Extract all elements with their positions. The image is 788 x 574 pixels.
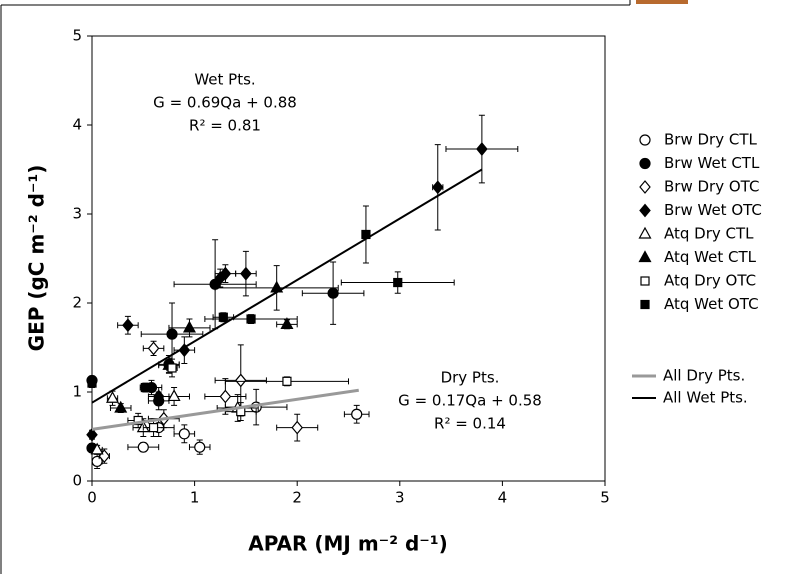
marker	[393, 277, 403, 288]
legend-marker	[638, 226, 652, 239]
corner-patch	[636, 0, 688, 4]
y-tick-label: 0	[72, 472, 82, 490]
legend-label: All Dry Pts.	[663, 367, 745, 385]
marker	[194, 441, 206, 453]
legend-label: Brw Wet CTL	[664, 154, 760, 172]
marker	[137, 441, 149, 453]
marker	[431, 180, 444, 195]
x-tick-label: 3	[395, 489, 405, 507]
annotation: Dry Pts.	[441, 369, 500, 387]
marker	[87, 378, 97, 388]
legend-marker	[639, 180, 651, 194]
annotation: Wet Pts.	[194, 71, 255, 89]
legend-label: Brw Dry OTC	[664, 178, 759, 196]
marker	[182, 320, 196, 333]
legend-marker	[640, 276, 650, 286]
marker	[351, 408, 363, 420]
marker	[122, 318, 134, 333]
marker	[327, 287, 339, 299]
y-tick-label: 3	[72, 205, 82, 223]
marker	[214, 271, 227, 286]
x-tick-label: 5	[600, 489, 610, 507]
x-axis-label: APAR (MJ m⁻² d⁻¹)	[248, 532, 447, 556]
marker	[291, 420, 303, 435]
annotation: G = 0.69Qa + 0.88	[153, 94, 297, 112]
annotation: G = 0.17Qa + 0.58	[398, 392, 542, 410]
marker	[240, 266, 252, 281]
y-axis-label: GEP (gC m⁻² d⁻¹)	[25, 165, 49, 352]
marker	[219, 389, 232, 404]
legend-label: Atq Dry CTL	[664, 225, 754, 243]
marker	[133, 415, 143, 426]
marker	[166, 328, 178, 340]
plot-area	[91, 35, 606, 482]
regression-line	[91, 168, 483, 404]
marker	[147, 341, 160, 356]
marker	[114, 400, 128, 413]
legend-label: Brw Dry CTL	[664, 131, 757, 149]
annotation: R² = 0.81	[189, 117, 261, 135]
marker	[282, 376, 292, 386]
x-tick-label: 0	[87, 489, 97, 507]
legend-marker	[638, 250, 652, 263]
marker	[178, 428, 190, 440]
marker	[167, 363, 177, 373]
y-tick-label: 5	[72, 27, 82, 45]
legend-label: All Wet Pts.	[663, 389, 748, 407]
legend-label: Atq Wet CTL	[664, 248, 757, 266]
marker	[148, 423, 159, 433]
y-tick-label: 4	[72, 116, 82, 134]
marker	[167, 389, 181, 402]
legend-marker	[640, 299, 650, 310]
legend-marker	[639, 134, 651, 146]
marker	[140, 382, 150, 393]
marker	[218, 312, 228, 322]
marker	[178, 343, 191, 358]
marker	[476, 142, 488, 156]
marker	[86, 427, 98, 442]
marker	[90, 442, 104, 455]
regression-line	[91, 388, 359, 431]
marker	[280, 317, 294, 329]
x-tick-label: 2	[292, 489, 302, 507]
legend-label: Atq Wet OTC	[664, 295, 759, 313]
legend-label: Brw Wet OTC	[664, 201, 762, 219]
y-tick-label: 1	[72, 383, 82, 401]
x-tick-label: 4	[498, 489, 508, 507]
x-tick-label: 1	[190, 489, 200, 507]
marker	[234, 373, 247, 388]
annotation: R² = 0.14	[434, 415, 506, 433]
marker	[246, 314, 256, 324]
legend-marker	[639, 157, 651, 170]
legend-label: Atq Dry OTC	[664, 272, 756, 290]
marker	[106, 390, 120, 403]
y-tick-label: 2	[72, 294, 82, 312]
legend-marker	[639, 203, 651, 218]
